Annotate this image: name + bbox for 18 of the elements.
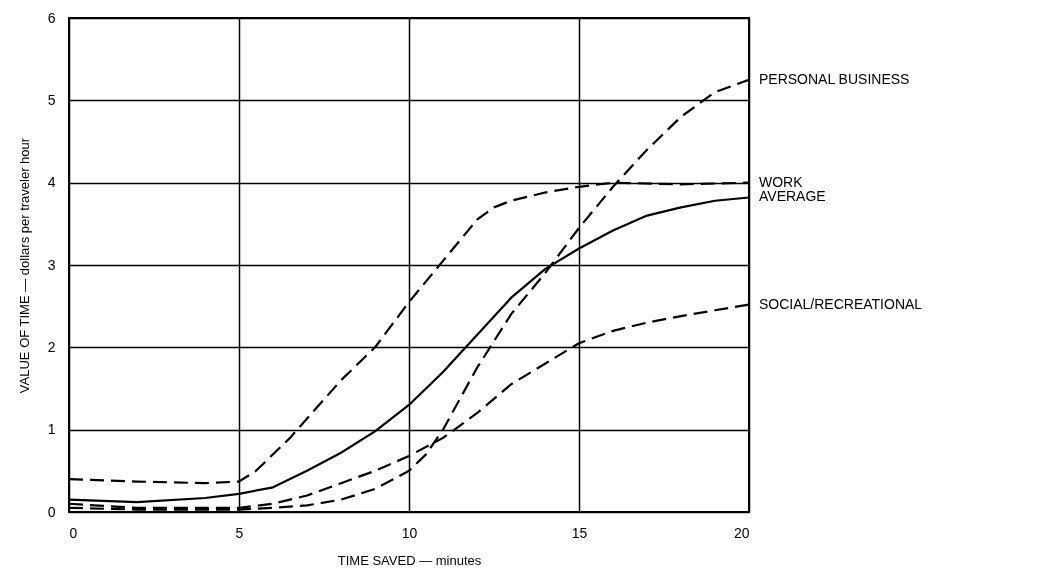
series-label: AVERAGE [759,188,826,205]
y-tick-label: 3 [47,256,56,273]
x-tick-label: 0 [69,524,78,541]
x-tick-label: 15 [571,524,588,541]
x-tick-label: 5 [235,524,244,541]
series-label: SOCIAL/RECREATIONAL [759,295,923,312]
y-tick-label: 1 [47,421,56,438]
y-tick-label: 6 [47,9,56,26]
series-label: PERSONAL BUSINESS [759,70,910,87]
y-tick-label: 2 [47,338,56,355]
x-axis-title: TIME SAVED — minutes [337,552,482,568]
y-tick-label: 4 [47,174,56,191]
y-tick-label: 0 [47,503,56,520]
x-tick-label: 10 [401,524,418,541]
y-tick-label: 5 [47,91,56,108]
series-label: WORK [759,173,804,190]
x-tick-label: 20 [733,524,750,541]
y-axis-title: VALUE OF TIME — dollars per traveler hour [16,137,32,394]
